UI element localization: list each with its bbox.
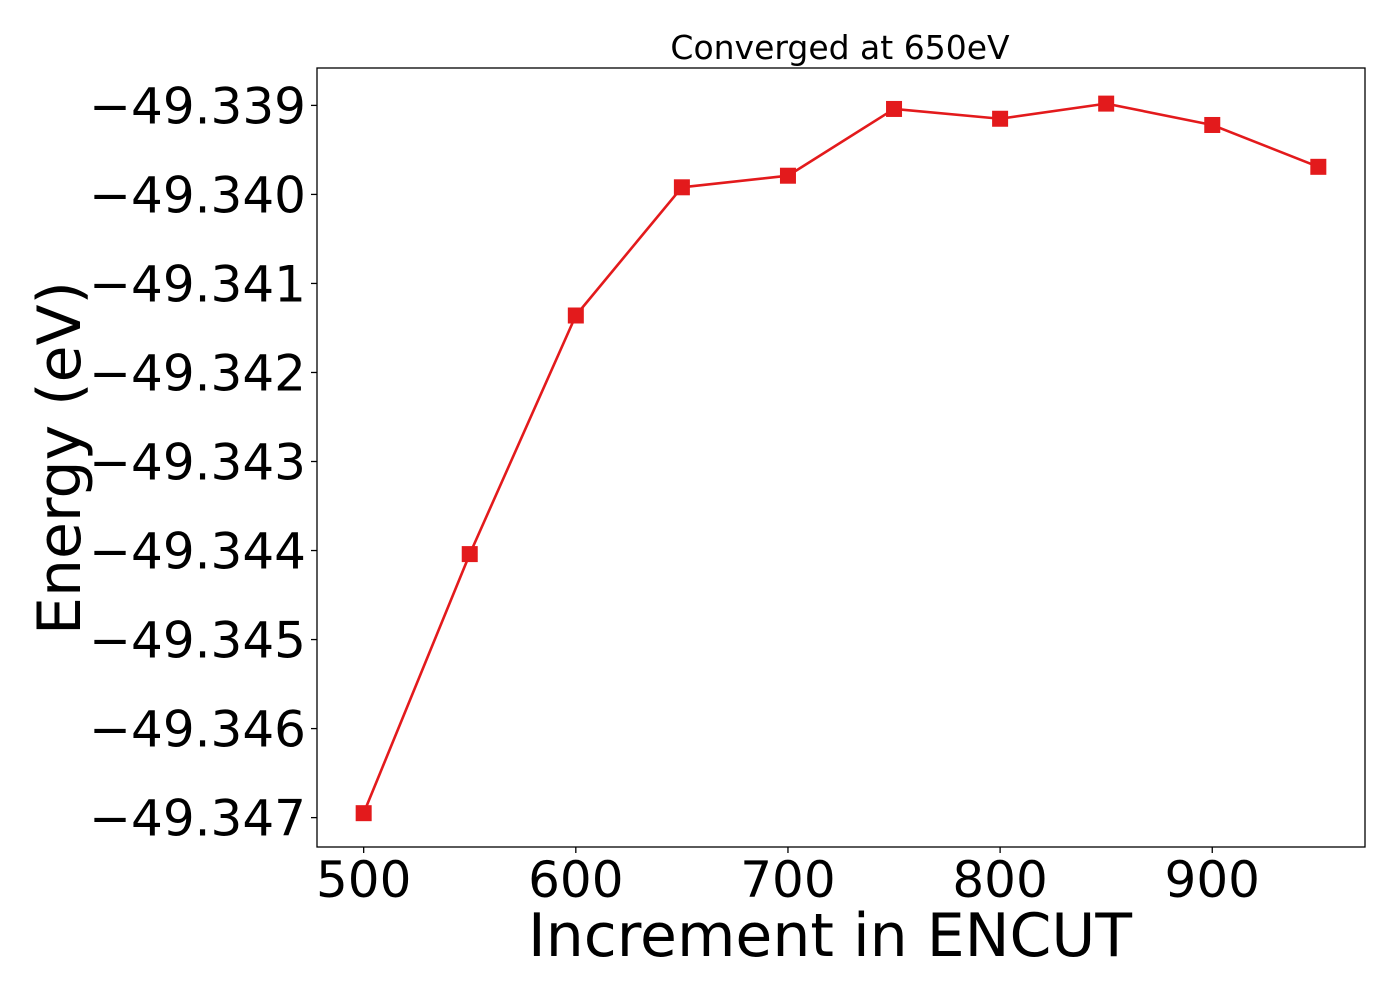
x-axis-label: Increment in ENCUT <box>528 901 1132 971</box>
data-point-800 <box>992 110 1009 127</box>
y-tick-label-5: −49.342 <box>89 344 306 402</box>
y-tick-label-2: −49.345 <box>89 612 306 670</box>
y-axis-label: Energy (eV) <box>25 281 95 635</box>
data-point-600 <box>567 307 584 324</box>
y-tick-label-7: −49.340 <box>89 166 306 224</box>
y-tick-label-6: −49.341 <box>89 255 306 313</box>
y-tick-label-0: −49.347 <box>89 790 306 848</box>
data-point-550 <box>461 546 478 563</box>
data-point-950 <box>1310 158 1327 175</box>
x-tick-label-700: 700 <box>740 851 835 909</box>
axes-layer: 500 600 700 800 900 −49.347 −49.346 −49.345 −49.… <box>89 67 1366 909</box>
x-tick-label-600: 600 <box>528 851 623 909</box>
y-tick-label-8: −49.339 <box>89 77 306 135</box>
x-tick-label-500: 500 <box>316 851 411 909</box>
data-point-500 <box>355 805 372 822</box>
y-tick-label-1: −49.346 <box>89 701 306 759</box>
plot-content <box>355 95 1327 822</box>
data-point-750 <box>886 100 903 117</box>
data-point-700 <box>779 167 796 184</box>
series-line-0 <box>362 102 1320 815</box>
data-point-650 <box>673 179 690 196</box>
y-tick-label-3: −49.344 <box>89 523 306 581</box>
data-point-850 <box>1098 95 1115 112</box>
plot-frame <box>316 67 1366 848</box>
x-tick-label-800: 800 <box>952 851 1047 909</box>
chart-title: Converged at 650eV <box>670 28 1010 67</box>
y-tick-label-4: −49.343 <box>89 434 306 492</box>
data-point-900 <box>1204 116 1221 133</box>
x-tick-label-900: 900 <box>1165 851 1260 909</box>
